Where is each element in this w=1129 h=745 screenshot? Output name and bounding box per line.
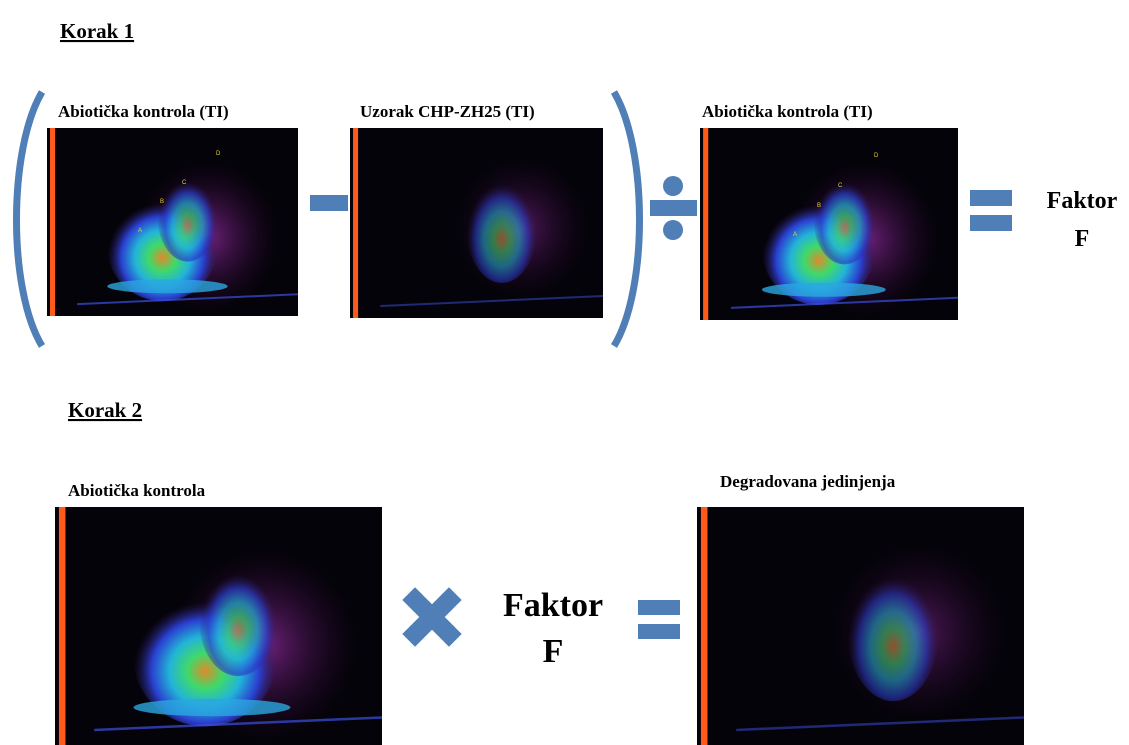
divide-sign	[650, 200, 697, 216]
step-title: Korak 1	[60, 19, 134, 43]
factor-text: F	[543, 633, 564, 670]
divide-sign	[663, 176, 683, 196]
peak-label: A	[138, 228, 142, 234]
equals-sign	[638, 624, 680, 639]
equals-sign	[970, 215, 1012, 231]
equals-sign	[638, 600, 680, 615]
step-title: Korak 2	[68, 398, 142, 422]
peak-label: D	[874, 153, 879, 159]
bracket	[614, 92, 640, 346]
panel-label: Abiotička kontrola (TI)	[58, 102, 229, 121]
chromatogram	[47, 128, 298, 316]
peak-label: D	[216, 151, 221, 157]
divide-sign	[663, 220, 683, 240]
chromatogram	[350, 128, 603, 318]
panel-label: Abiotička kontrola (TI)	[702, 102, 873, 121]
diagram: Korak 1 Abiotička kontrola (TI) A B C D …	[0, 0, 1129, 745]
peak-label: B	[817, 203, 821, 209]
peak-label: C	[838, 183, 843, 189]
bracket	[17, 92, 43, 346]
equals-sign	[970, 190, 1012, 206]
panel-label: Degradovana jedinjenja	[720, 472, 896, 491]
minus-sign	[310, 195, 348, 211]
factor-text: F	[1075, 226, 1090, 252]
factor-text: Faktor	[1047, 188, 1118, 214]
chromatogram	[55, 507, 382, 745]
panel-label: Uzorak CHP-ZH25 (TI)	[360, 102, 535, 121]
peak-label: A	[793, 232, 797, 238]
multiply-sign	[385, 570, 478, 663]
factor-text: Faktor	[503, 587, 603, 624]
chromatogram	[697, 507, 1024, 745]
peak-label: B	[160, 199, 164, 205]
panel-label: Abiotička kontrola	[68, 481, 206, 500]
chromatogram	[700, 128, 958, 320]
peak-label: C	[182, 180, 187, 186]
